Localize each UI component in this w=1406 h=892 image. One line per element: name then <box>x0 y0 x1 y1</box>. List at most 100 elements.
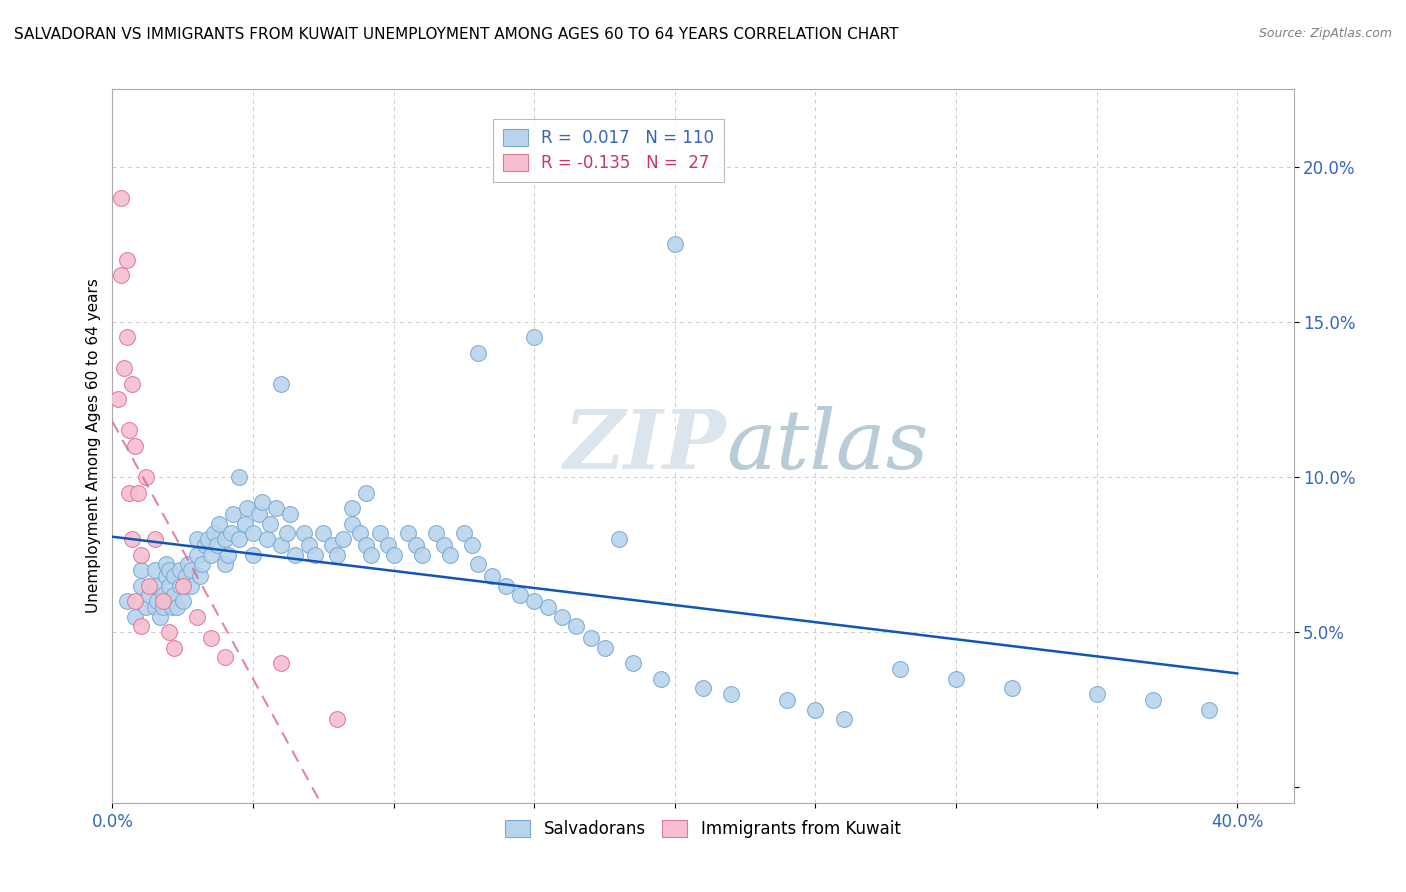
Point <box>650 672 672 686</box>
Point <box>180 563 202 577</box>
Point <box>228 470 250 484</box>
Point <box>270 376 292 391</box>
Point <box>118 424 141 438</box>
Point <box>163 588 186 602</box>
Point <box>382 548 405 562</box>
Point <box>157 625 180 640</box>
Point <box>143 563 166 577</box>
Point <box>152 594 174 608</box>
Point <box>832 712 855 726</box>
Point <box>312 525 335 540</box>
Point <box>321 538 343 552</box>
Point <box>259 516 281 531</box>
Point <box>565 619 588 633</box>
Point <box>692 681 714 695</box>
Point <box>439 548 461 562</box>
Point <box>129 563 152 577</box>
Point <box>166 600 188 615</box>
Point <box>411 548 433 562</box>
Point <box>129 619 152 633</box>
Point <box>250 495 273 509</box>
Point <box>349 525 371 540</box>
Point <box>433 538 456 552</box>
Point <box>340 516 363 531</box>
Point <box>163 640 186 655</box>
Point <box>396 525 419 540</box>
Point <box>124 594 146 608</box>
Point <box>354 485 377 500</box>
Point <box>360 548 382 562</box>
Y-axis label: Unemployment Among Ages 60 to 64 years: Unemployment Among Ages 60 to 64 years <box>86 278 101 614</box>
Point <box>115 594 138 608</box>
Point <box>157 594 180 608</box>
Point <box>481 569 503 583</box>
Point <box>377 538 399 552</box>
Point <box>607 532 630 546</box>
Point <box>188 569 211 583</box>
Point <box>172 579 194 593</box>
Point <box>523 330 546 344</box>
Text: atlas: atlas <box>727 406 929 486</box>
Point <box>214 532 236 546</box>
Point <box>143 600 166 615</box>
Point <box>146 594 169 608</box>
Point <box>461 538 484 552</box>
Point <box>304 548 326 562</box>
Point <box>233 516 256 531</box>
Point <box>804 703 827 717</box>
Point <box>593 640 616 655</box>
Point <box>247 508 270 522</box>
Point <box>194 538 217 552</box>
Point <box>664 237 686 252</box>
Point <box>889 662 911 676</box>
Point <box>107 392 129 407</box>
Point <box>354 538 377 552</box>
Point <box>270 656 292 670</box>
Point <box>222 508 245 522</box>
Point <box>292 525 315 540</box>
Point <box>621 656 644 670</box>
Point <box>157 563 180 577</box>
Point <box>1001 681 1024 695</box>
Point <box>127 485 149 500</box>
Point <box>214 557 236 571</box>
Point <box>205 538 228 552</box>
Text: Source: ZipAtlas.com: Source: ZipAtlas.com <box>1258 27 1392 40</box>
Point <box>537 600 560 615</box>
Point <box>326 548 349 562</box>
Point <box>163 569 186 583</box>
Point <box>191 557 214 571</box>
Point <box>214 650 236 665</box>
Point <box>177 557 200 571</box>
Point <box>202 525 225 540</box>
Point <box>121 532 143 546</box>
Point <box>284 548 307 562</box>
Point <box>340 501 363 516</box>
Point <box>143 579 166 593</box>
Point <box>129 579 152 593</box>
Point <box>174 569 197 583</box>
Point <box>186 532 208 546</box>
Point <box>135 470 157 484</box>
Point <box>155 557 177 571</box>
Point <box>135 600 157 615</box>
Point <box>509 588 531 602</box>
Point <box>242 548 264 562</box>
Point <box>579 632 602 646</box>
Point <box>138 579 160 593</box>
Point <box>326 712 349 726</box>
Point <box>208 516 231 531</box>
Point <box>219 525 242 540</box>
Point <box>1142 693 1164 707</box>
Point <box>124 439 146 453</box>
Point <box>776 693 799 707</box>
Point <box>129 548 152 562</box>
Point <box>1198 703 1220 717</box>
Point <box>720 687 742 701</box>
Point <box>200 632 222 646</box>
Point <box>264 501 287 516</box>
Point <box>112 361 135 376</box>
Point <box>121 376 143 391</box>
Point <box>172 594 194 608</box>
Point <box>298 538 321 552</box>
